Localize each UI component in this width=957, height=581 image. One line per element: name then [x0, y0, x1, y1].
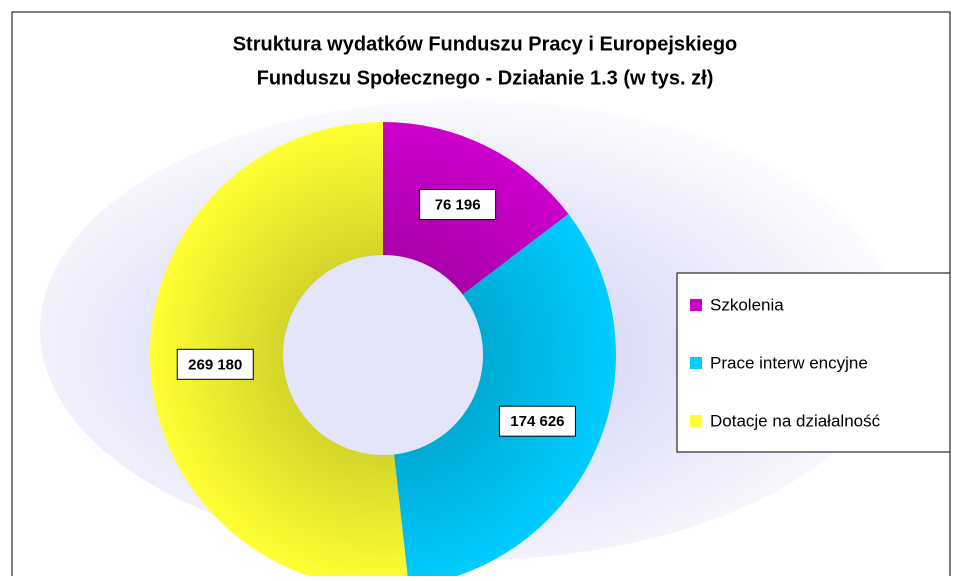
data-label: 76 196 — [435, 196, 481, 213]
chart-title: Funduszu Społecznego - Działanie 1.3 (w … — [257, 67, 714, 89]
legend-label: Prace interw encyjne — [710, 353, 868, 372]
legend-swatch — [690, 299, 702, 311]
data-label: 269 180 — [188, 356, 242, 373]
donut-hole — [283, 255, 483, 455]
legend-swatch — [690, 415, 702, 427]
chart-title: Struktura wydatków Funduszu Pracy i Euro… — [233, 33, 738, 55]
legend-box — [676, 272, 951, 453]
data-label: 174 626 — [510, 413, 564, 430]
data-label-box — [498, 405, 576, 437]
legend-label: Szkolenia — [710, 295, 784, 314]
data-label-box — [419, 188, 497, 220]
legend-swatch — [690, 357, 702, 369]
legend-label: Dotacje na działalność — [710, 411, 881, 430]
data-label-box — [176, 348, 254, 380]
